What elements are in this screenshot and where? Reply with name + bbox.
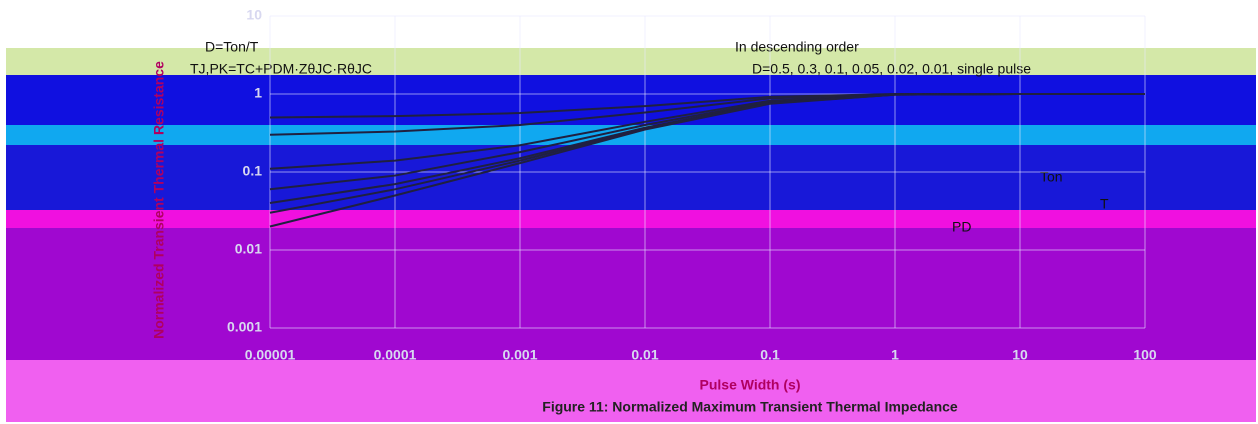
- y-tick-label: 0.1: [243, 163, 263, 179]
- x-tick-label: 100: [1133, 347, 1157, 363]
- band: [6, 360, 1256, 422]
- y-axis-title: Normalized Transient Thermal Resistance: [151, 61, 167, 339]
- band: [6, 145, 1256, 210]
- band: [6, 228, 1256, 360]
- band: [6, 210, 1256, 228]
- y-tick-label: 0.01: [235, 241, 262, 257]
- x-tick-label: 0.01: [631, 347, 658, 363]
- x-tick-label: 10: [1012, 347, 1028, 363]
- pulse-label: T: [1100, 196, 1109, 212]
- tj-formula: TJ,PK=TC+PDM·ZθJC·RθJC: [190, 61, 372, 77]
- x-axis-title: Pulse Width (s): [700, 377, 801, 393]
- duty-formula: D=Ton/T: [205, 39, 259, 55]
- x-tick-label: 0.1: [760, 347, 780, 363]
- pulse-label: PD: [952, 219, 971, 235]
- series-line: [269, 93, 1145, 228]
- pulse-label: Ton: [1040, 169, 1063, 185]
- band: [6, 125, 1256, 145]
- x-tick-label: 1: [891, 347, 899, 363]
- x-tick-label: 0.0001: [374, 347, 417, 363]
- x-tick-label: 0.00001: [245, 347, 296, 363]
- duty-list: D=0.5, 0.3, 0.1, 0.05, 0.02, 0.01, singl…: [752, 61, 1031, 77]
- band: [6, 75, 1256, 125]
- y-tick-label: 1: [254, 85, 262, 101]
- band: [6, 48, 1256, 75]
- chart-title: Figure 11: Normalized Maximum Transient …: [542, 399, 958, 415]
- order-note: In descending order: [735, 39, 859, 55]
- y-tick-label: 10: [246, 7, 262, 23]
- y-tick-label: 0.001: [227, 319, 262, 335]
- x-tick-label: 0.001: [502, 347, 537, 363]
